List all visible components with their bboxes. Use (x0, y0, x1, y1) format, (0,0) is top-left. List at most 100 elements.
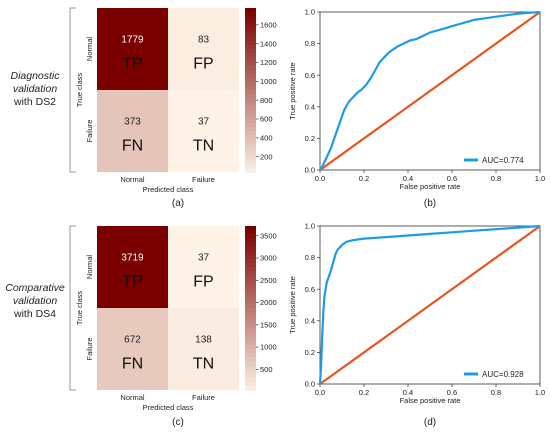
colorbar-segment (245, 353, 256, 358)
heatmap-cell (168, 226, 239, 308)
colorbar-tick-label: 1000 (260, 77, 277, 86)
colorbar-segment (245, 167, 256, 173)
colorbar-segment (245, 65, 256, 71)
heatmap-cell (168, 308, 239, 390)
panel-label: (b) (424, 198, 436, 209)
roc-curve-line (318, 224, 541, 385)
y-tick-label: 0.4 (305, 316, 315, 325)
x-tick-label: 0.0 (315, 174, 325, 183)
cell-value-label: 37 (198, 252, 210, 263)
row-label-comparative: Comparative validation with DS4 (2, 282, 68, 321)
colorbar-segment (245, 377, 256, 383)
cell-value-label: 37 (198, 116, 210, 127)
y-tick-label: 0.2 (305, 134, 315, 143)
row-label-line2: validation (12, 295, 58, 307)
x-tick-label: 0.8 (491, 388, 501, 397)
panel-label: (c) (172, 417, 184, 428)
colorbar-segment (245, 369, 256, 375)
colorbar-segment (245, 77, 256, 83)
colorbar-segment (245, 49, 256, 54)
colorbar-segment (245, 24, 256, 30)
y-axis-label: True class (75, 73, 84, 108)
cell-value-label: 373 (124, 116, 141, 127)
colorbar-segment (245, 316, 256, 321)
colorbar-segment (245, 312, 256, 317)
cell-tag-label: TP (122, 56, 142, 73)
y-tick-label: 0.0 (305, 380, 315, 389)
colorbar-tick-label: 400 (260, 133, 273, 142)
colorbar-segment (245, 267, 256, 272)
y-tick-label: 0.4 (305, 102, 315, 111)
colorbar-segment (245, 385, 256, 391)
colorbar-tick-label: 2000 (260, 298, 277, 307)
colorbar-segment (245, 246, 256, 252)
x-tick-label: 0.2 (359, 174, 369, 183)
colorbar-segment (245, 291, 256, 297)
colorbar-tick-label: 1200 (260, 58, 277, 67)
row-brace-comparative (69, 225, 76, 391)
colorbar-tick-label: 1500 (260, 320, 277, 329)
colorbar-segment (245, 287, 256, 293)
panel-label: (d) (424, 417, 436, 428)
colorbar-segment (245, 126, 256, 132)
colorbar-segment (245, 147, 256, 153)
colorbar-segment (245, 271, 256, 276)
colorbar-segment (245, 159, 256, 165)
panel-label: (a) (172, 198, 184, 209)
cell-value-label: 672 (124, 334, 141, 345)
x-axis-label: Predicted class (143, 185, 194, 194)
heatmap-cell (168, 8, 239, 90)
colorbar-segment (245, 122, 256, 128)
chance-diagonal-line (319, 11, 541, 171)
colorbar-segment (245, 20, 256, 25)
colorbar-segment (245, 110, 256, 116)
colorbar-segment (245, 336, 256, 342)
colorbar-tick-label: 3500 (260, 231, 277, 240)
colorbar-segment (245, 275, 256, 280)
colorbar-segment (245, 69, 256, 75)
colorbar-segment (245, 85, 256, 91)
y-tick-label: 0.0 (305, 166, 315, 175)
colorbar-segment (245, 135, 256, 140)
y-tick-label: 0.8 (305, 253, 315, 262)
row-label-line2: validation (12, 83, 58, 95)
roc-curve-line (319, 10, 541, 171)
colorbar-tick-label: 2500 (260, 276, 277, 285)
colorbar-segment (245, 283, 256, 289)
colorbar-tick-label: 3000 (260, 254, 277, 263)
cell-tag-label: FN (122, 356, 143, 373)
colorbar-segment (245, 143, 256, 148)
colorbar-segment (245, 303, 256, 309)
colorbar-segment (245, 73, 256, 79)
colorbar-segment (245, 94, 256, 99)
y-tick-label: Failure (85, 120, 94, 143)
y-tick-label: Normal (85, 37, 94, 62)
colorbar-segment (245, 90, 256, 95)
x-tick-label: 0.8 (491, 174, 501, 183)
colorbar-segment (245, 279, 256, 284)
colorbar-segment (245, 36, 256, 42)
y-tick-label: 0.6 (305, 285, 315, 294)
colorbar-segment (245, 32, 256, 38)
chance-diagonal-line (319, 225, 541, 385)
y-tick-label: Normal (85, 255, 94, 280)
colorbar-segment (245, 258, 256, 264)
legend-label: AUC=0.928 (482, 370, 524, 379)
colorbar-tick-label: 600 (260, 115, 273, 124)
colorbar-segment (245, 44, 256, 50)
colorbar-segment (245, 53, 256, 58)
colorbar-segment (245, 381, 256, 387)
x-axis-label: False positive rate (400, 396, 461, 405)
row-label-line1: Comparative (5, 282, 65, 294)
colorbar-segment (245, 295, 256, 301)
colorbar-segment (245, 332, 256, 338)
colorbar-segment (245, 361, 256, 366)
colorbar-tick-label: 200 (260, 152, 273, 161)
cell-tag-label: FP (193, 274, 213, 291)
heatmap-cell (168, 90, 239, 172)
legend-label: AUC=0.774 (482, 156, 524, 165)
colorbar-segment (245, 320, 256, 325)
y-axis-label: True positive rate (288, 62, 297, 120)
colorbar-segment (245, 163, 256, 169)
